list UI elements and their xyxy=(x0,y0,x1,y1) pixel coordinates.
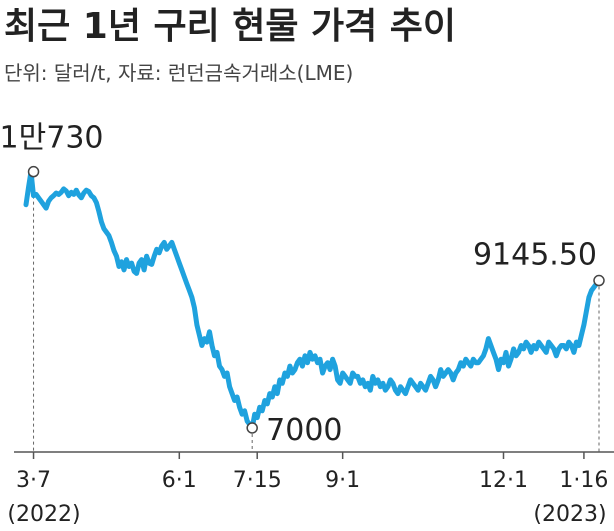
x-tick-label-5: 1·16 xyxy=(559,468,608,493)
year-label-0: (2022) xyxy=(7,502,80,527)
point-marker-2 xyxy=(593,274,605,287)
annotation-label-2: 9145.50 xyxy=(473,238,597,273)
guide-lines xyxy=(33,171,600,452)
x-tick-label-2: 7·15 xyxy=(233,468,282,493)
chart-subtitle: 단위: 달러/t, 자료: 런던금속거래소(LME) xyxy=(4,61,353,85)
annotation-label-1: 7000 xyxy=(266,413,342,448)
marker-layer xyxy=(27,165,605,434)
x-tick-label-3: 9·1 xyxy=(325,468,360,493)
annotation-label-0: 1만730 xyxy=(0,121,103,156)
x-tick-label-0: 3·7 xyxy=(16,468,51,493)
x-tick-label-4: 12·1 xyxy=(479,468,528,493)
chart-title: 최근 1년 구리 현물 가격 추이 xyxy=(4,6,456,47)
annotation-layer: 1만730 7000 9145.50 xyxy=(0,121,597,448)
point-marker-0 xyxy=(27,165,40,178)
point-marker-1 xyxy=(246,422,258,434)
year-label-1: (2023) xyxy=(533,502,606,527)
copper-price-line xyxy=(23,169,602,431)
x-tick-layer: 3·7 6·1 7·15 9·1 12·1 1·16 (2022) (2023) xyxy=(7,452,608,527)
x-tick-label-1: 6·1 xyxy=(162,468,197,493)
